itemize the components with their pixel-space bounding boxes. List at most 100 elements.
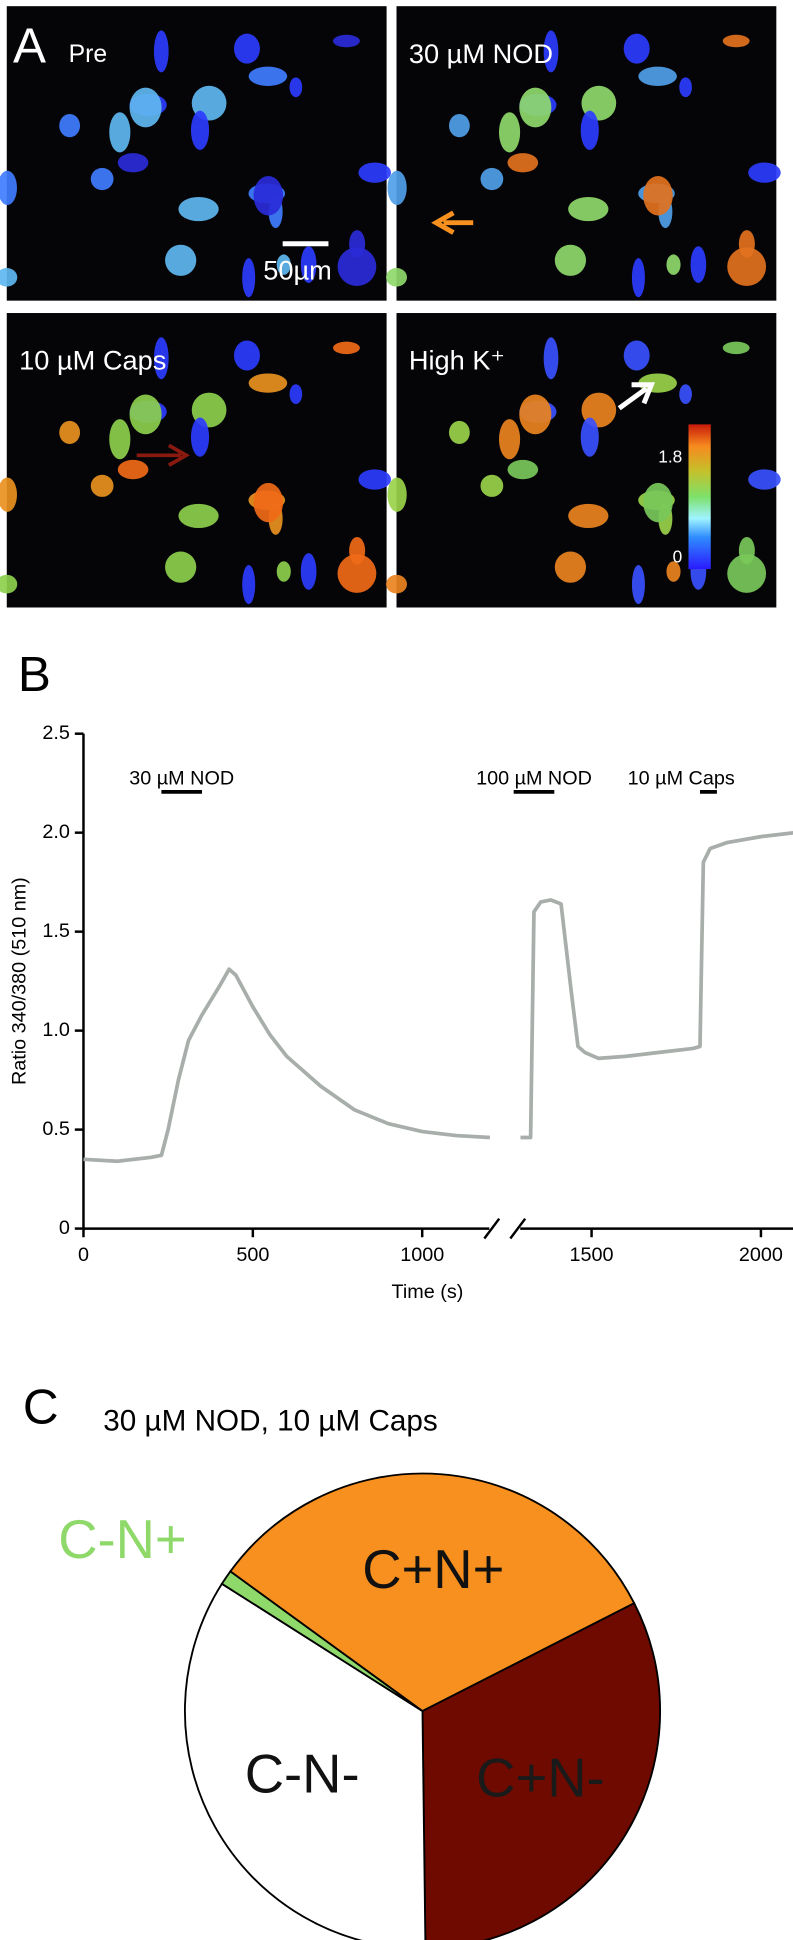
y-tick-label: 2.5 — [42, 722, 70, 744]
trace — [83, 831, 793, 1164]
cell — [233, 340, 260, 371]
cell — [643, 176, 673, 216]
cell — [519, 87, 552, 128]
cell — [568, 196, 609, 222]
y-axis-label: Ratio 340/380 (510 nm) — [9, 877, 31, 1085]
arrow — [431, 210, 474, 235]
cell — [580, 110, 599, 150]
cell — [0, 574, 18, 594]
cell — [337, 554, 377, 593]
cell — [190, 417, 210, 457]
annotation: 10 µM Caps — [628, 768, 735, 790]
y-tick-label: 0 — [59, 1217, 70, 1239]
cell — [623, 340, 650, 371]
cell — [276, 561, 291, 582]
cells — [386, 30, 781, 298]
cell — [165, 244, 197, 276]
cell — [242, 565, 256, 605]
cell — [722, 341, 750, 355]
cell — [643, 482, 673, 523]
cell — [748, 469, 781, 490]
axis-break — [483, 1217, 527, 1240]
cell — [679, 384, 692, 404]
cell — [109, 112, 131, 153]
cell — [386, 268, 408, 287]
cell — [248, 66, 288, 86]
cell — [248, 373, 288, 393]
cells — [0, 337, 392, 605]
cell — [480, 474, 504, 497]
cell — [679, 77, 692, 98]
cell — [276, 254, 291, 275]
line-chart: B 0 0.5 1.0 1.5 2.0 2.5 0 500 1000 1500 2000 Time (s… — [9, 647, 793, 1303]
x-axis-label: Time (s) — [392, 1281, 464, 1303]
cell — [300, 553, 317, 590]
cell — [242, 258, 256, 298]
cell — [129, 87, 162, 128]
y-tick-label: 1.0 — [42, 1019, 70, 1041]
cell — [358, 162, 392, 183]
cell — [631, 565, 645, 605]
cell — [332, 34, 360, 48]
panel-label: B — [18, 647, 51, 702]
y-tick-label: 2.0 — [42, 821, 70, 843]
slice-label: C-N+ — [58, 1509, 187, 1570]
cell — [727, 247, 767, 286]
pie-slice — [421, 1601, 662, 1940]
cell — [109, 419, 131, 460]
cell — [498, 112, 521, 153]
cell — [554, 244, 587, 276]
cell — [117, 459, 149, 480]
cell — [289, 384, 303, 404]
colorbar-tick-label: 1.8 — [658, 446, 682, 466]
micrograph — [396, 313, 777, 608]
cell — [253, 482, 284, 523]
slice-label: C+N+ — [362, 1539, 504, 1600]
cell — [165, 551, 197, 583]
micrograph — [6, 313, 387, 608]
cells — [0, 30, 392, 298]
image-label: 30 µM NOD — [409, 38, 553, 69]
cell — [153, 337, 169, 380]
micrograph — [396, 6, 777, 301]
pie-chart: C 30 µM NOD, 10 µM Caps C+N+ C+N- C-N- C-N+ — [23, 1380, 662, 1940]
cell — [507, 459, 539, 480]
micrograph — [6, 6, 387, 301]
cell — [358, 469, 392, 490]
cell — [448, 420, 470, 445]
cell — [387, 477, 407, 512]
y-tick-label: 1.5 — [42, 920, 70, 942]
cell — [90, 474, 114, 497]
scale-bar-label: 50µm — [263, 254, 332, 285]
arrow — [136, 443, 190, 467]
cell — [448, 114, 470, 138]
x-tick-label: 0 — [78, 1244, 89, 1266]
x-tick-label: 2000 — [739, 1244, 783, 1266]
cell — [666, 561, 681, 582]
cell — [289, 77, 303, 98]
cell — [631, 258, 645, 298]
cell — [748, 162, 781, 183]
cell — [690, 246, 707, 283]
cell — [543, 30, 559, 73]
cell — [638, 66, 677, 86]
y-tick-label: 0.5 — [42, 1118, 70, 1140]
pie-slice — [220, 1570, 424, 1712]
cell — [59, 114, 81, 138]
cell — [480, 167, 504, 191]
cell — [178, 196, 219, 222]
colorbar-tick-label: 0 — [673, 547, 683, 567]
cell — [0, 268, 18, 287]
cell — [0, 170, 17, 206]
cell — [90, 167, 114, 191]
image-label: Pre — [69, 41, 107, 68]
x-tick-label: 1000 — [400, 1244, 444, 1266]
cell — [337, 247, 377, 286]
cell — [117, 153, 149, 173]
x-tick-label: 500 — [236, 1244, 269, 1266]
cell — [153, 30, 169, 73]
cell — [543, 337, 559, 380]
cell — [190, 110, 210, 150]
